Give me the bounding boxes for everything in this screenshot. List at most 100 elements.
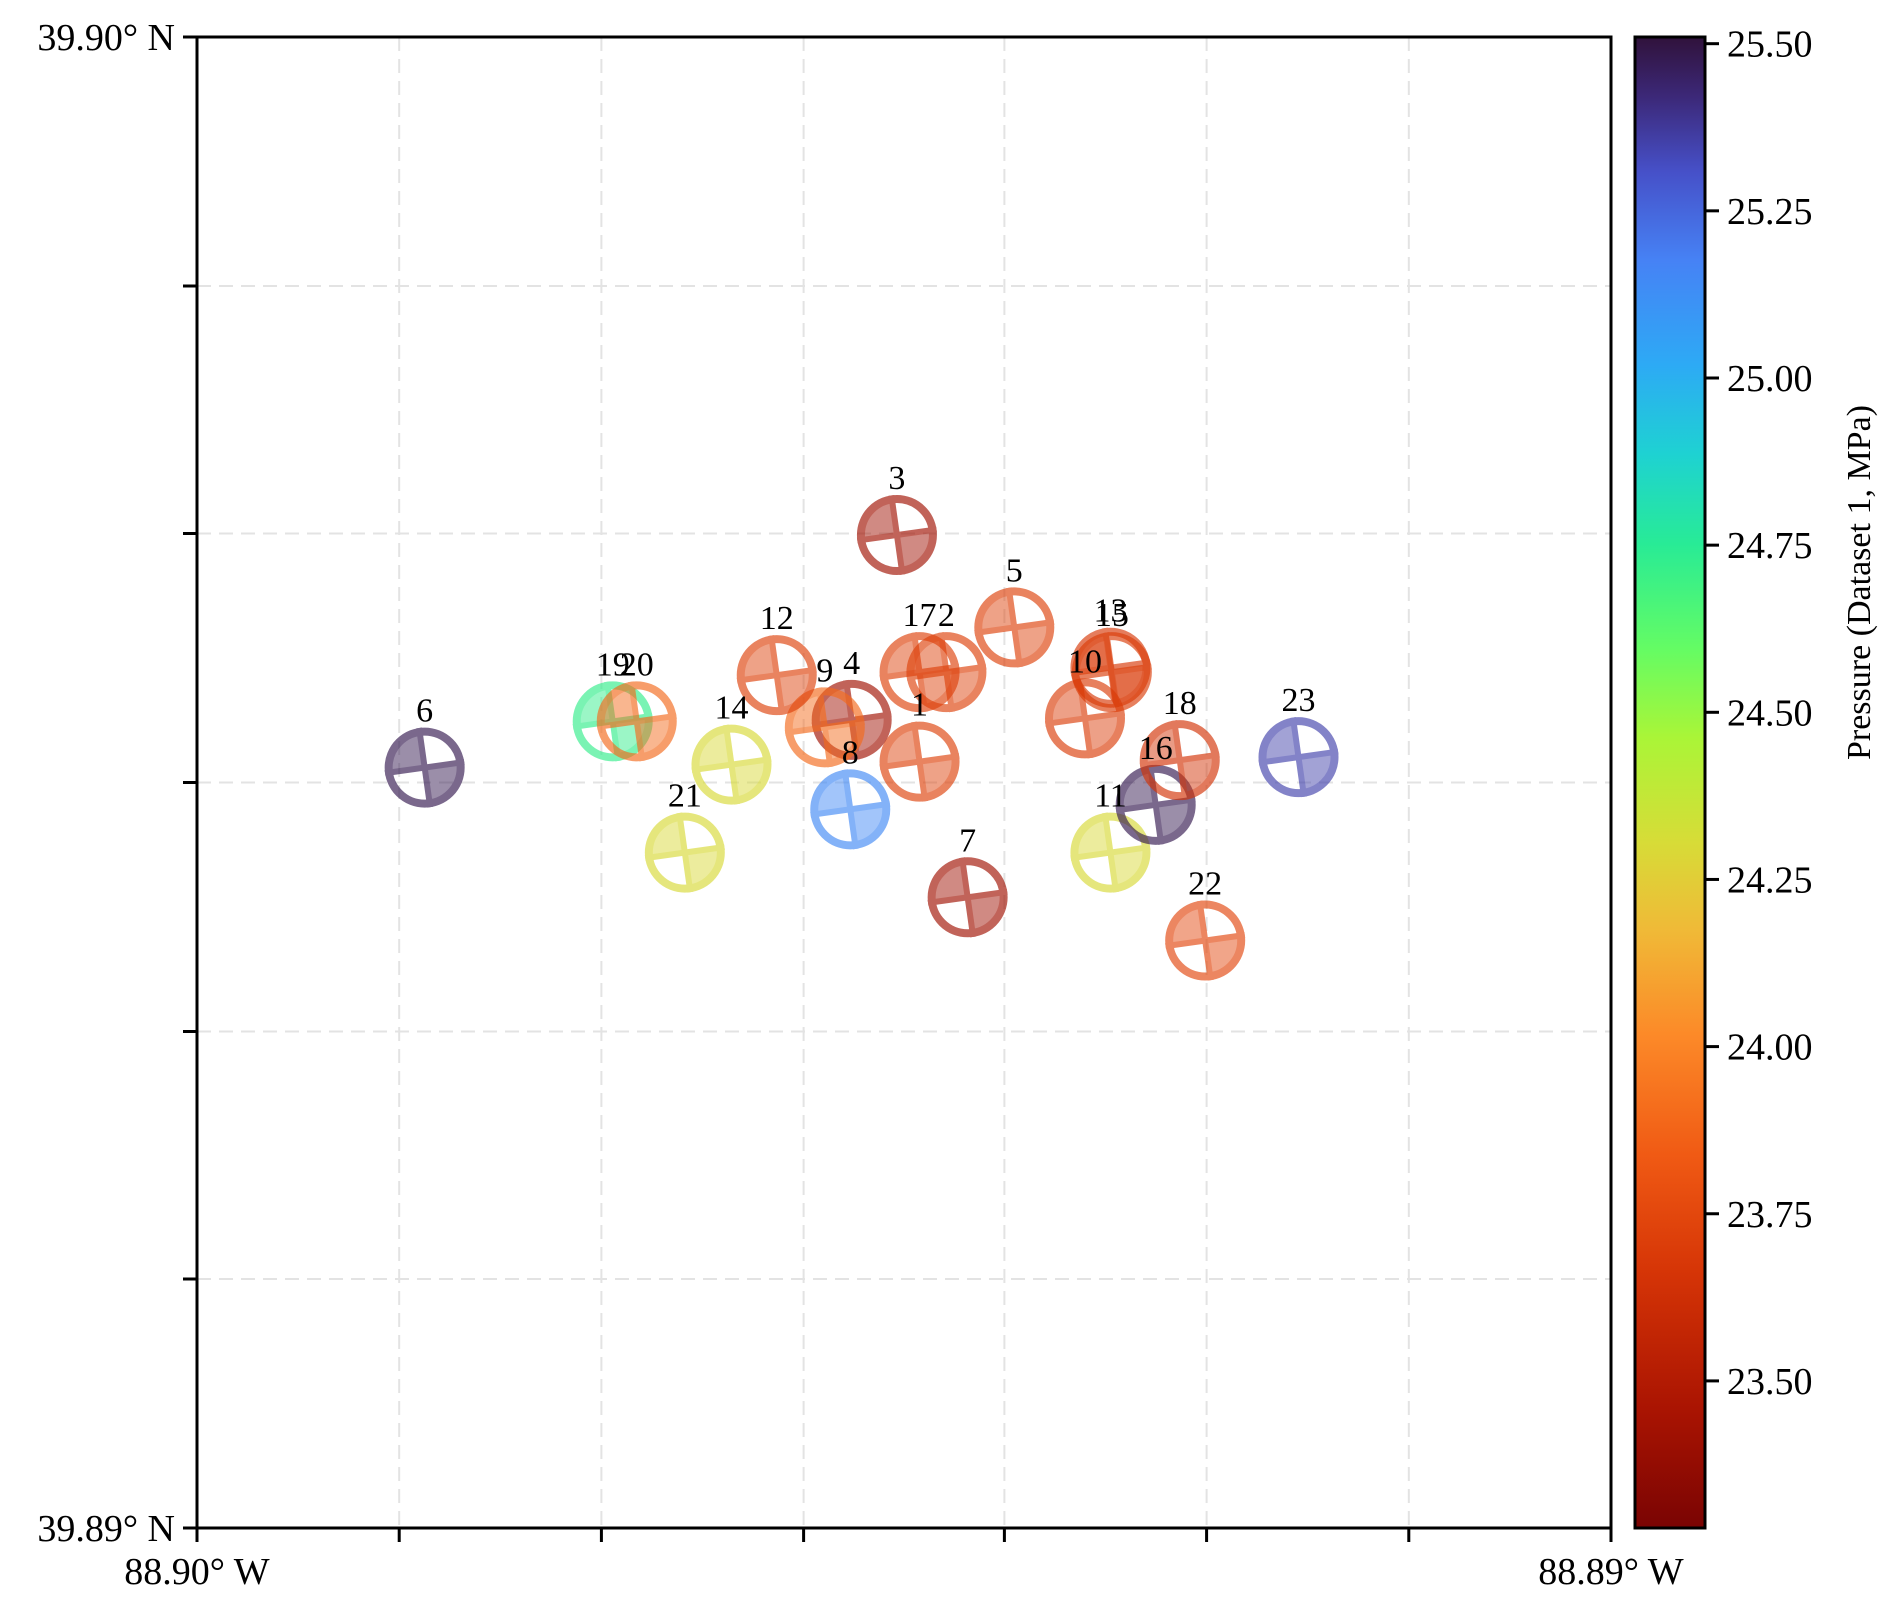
marker-ring [1044,678,1125,759]
point-label: 10 [1068,643,1102,680]
compressional-quadrant [1155,799,1192,841]
point-label: 7 [959,822,976,859]
compressional-quadrant [788,691,825,733]
focal-mechanism-marker[interactable] [596,681,677,762]
marker-ring [1071,632,1152,713]
marker-ring [856,494,937,575]
x-tick-label: 88.89° W [1538,1551,1684,1593]
point-label: 1 [911,687,928,724]
compressional-quadrant [883,636,920,678]
focal-mechanism-marker[interactable] [691,724,772,805]
marker-ring [927,857,1008,938]
nodal-plane [1103,632,1121,713]
compressional-quadrant [600,685,637,727]
y-tick-label: 39.89° N [37,1508,175,1550]
focal-mechanism-marker[interactable] [1139,720,1220,801]
nodal-plane [911,721,929,802]
compressional-quadrant [978,591,1015,633]
nodal-plane [1289,717,1308,798]
point-label: 9 [816,652,833,689]
point-label: 21 [668,778,702,815]
compressional-quadrant [896,529,933,571]
focal-mechanism-marker[interactable] [1258,717,1339,798]
nodal-plane [959,857,977,938]
compressional-quadrant [931,861,968,903]
compressional-quadrant [1110,847,1147,889]
colorbar-tick-label: 23.75 [1727,1194,1813,1236]
colorbar-tick-label: 25.00 [1727,358,1813,400]
marker-ring [691,724,772,805]
axis-ticks: 88.90° W 88.89° W 39.89° N 39.90° N [37,17,1683,1593]
colorbar-tick-label: 24.50 [1727,692,1813,734]
marker-ring [644,812,725,893]
colorbar: 23.50 23.75 24.00 24.25 24.50 24.75 25.00 25.25… [1633,24,1878,1530]
compressional-quadrant [1074,816,1111,858]
compressional-quadrant [740,639,777,681]
marker-ring [1139,720,1220,801]
point-label: 3 [888,460,905,497]
focal-mechanism-marker[interactable] [1071,632,1152,713]
point-label: 11 [1094,778,1127,815]
nodal-plane [628,681,646,762]
nodal-plane [1005,587,1023,668]
focal-mechanism-marker[interactable] [1165,900,1246,981]
point-label: 13 [1093,593,1127,630]
focal-mechanism-marker[interactable] [1070,812,1151,893]
point-label: 12 [760,600,794,637]
colorbar-tick-label: 24.00 [1727,1027,1813,1069]
marker-ring [784,687,865,768]
compressional-quadrant [1262,721,1299,763]
point-label: 18 [1163,685,1197,722]
compressional-quadrant [883,725,920,767]
compressional-quadrant [424,762,461,804]
compressional-quadrant [1205,935,1242,977]
nodal-plane [888,494,906,576]
point-label: 17 [903,597,937,634]
compressional-quadrant [1074,632,1111,673]
focal-mechanism-marker[interactable] [879,632,960,713]
colorbar-gradient [1633,35,1707,1530]
compressional-quadrant [1084,713,1121,755]
colorbar-label: Pressure (Dataset 1, MPa) [1841,405,1878,760]
compressional-quadrant [814,773,851,815]
compressional-quadrant [1075,636,1112,678]
compressional-quadrant [776,670,813,711]
compressional-quadrant [1111,667,1148,708]
point-label: 6 [416,693,433,730]
point-label: 19 [596,646,630,683]
marker-ring [810,769,891,850]
focal-mechanism-marker[interactable] [974,587,1055,668]
marker-ring [1070,812,1151,893]
marker-ring [384,727,465,808]
compressional-quadrant [1179,755,1216,796]
point-label: 23 [1282,682,1316,719]
markers-layer [384,494,1339,981]
compressional-quadrant [684,847,721,889]
colorbar-tick-label: 24.75 [1727,525,1813,567]
focal-mechanism-marker[interactable] [927,857,1008,938]
nodal-plane [911,632,929,713]
colorbar-tick-label: 25.50 [1727,24,1813,66]
compressional-quadrant [648,816,685,858]
nodal-plane [676,812,694,893]
focal-mechanism-marker[interactable] [384,727,465,808]
point-label: 4 [843,645,860,682]
point-label: 20 [620,646,654,683]
focal-mechanism-marker[interactable] [810,769,891,850]
marker-ring [974,587,1055,668]
compressional-quadrant [1048,682,1085,724]
focal-mechanism-marker[interactable] [644,812,725,893]
marker-ring [879,721,960,802]
focal-mechanism-marker[interactable] [856,494,937,576]
focal-mechanism-marker[interactable] [879,721,960,802]
y-tick-label: 39.90° N [37,17,175,59]
focal-mechanism-marker[interactable] [1044,678,1126,759]
marker-ring [596,681,677,762]
focal-mechanism-marker[interactable] [736,635,817,716]
grid-lines [197,37,1611,1528]
focal-mechanism-marker[interactable] [784,687,865,768]
point-label: 8 [842,734,859,771]
compressional-quadrant [919,667,956,708]
nodal-plane [1171,720,1189,801]
colorbar-tick-label: 23.50 [1727,1361,1813,1403]
